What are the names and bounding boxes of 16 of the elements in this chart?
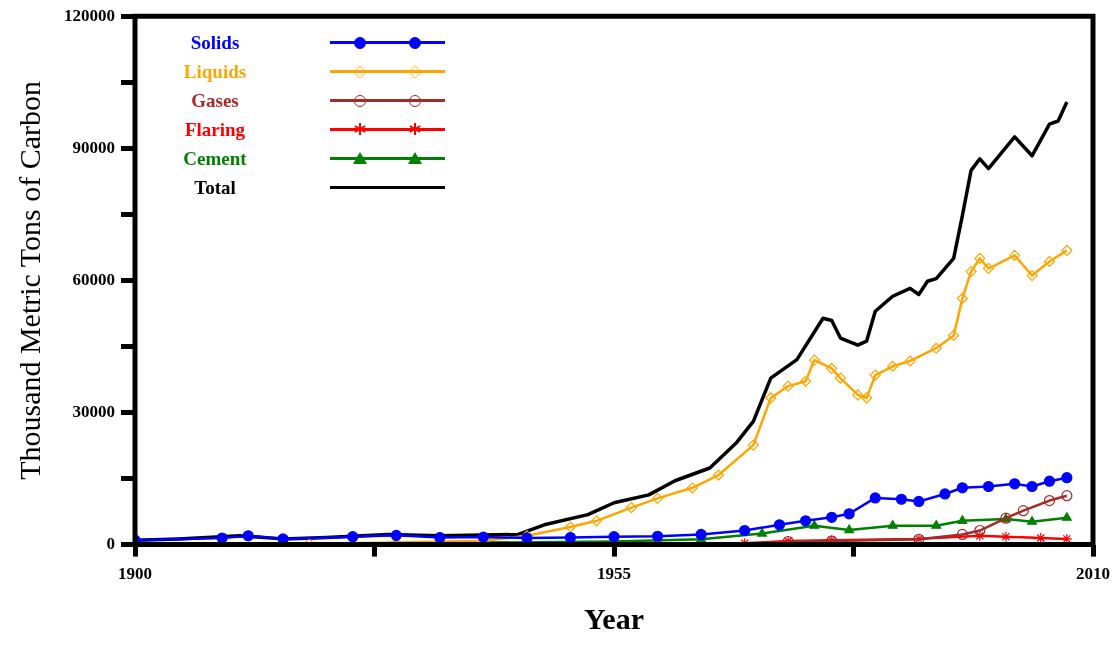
text: Cement: [182, 147, 248, 170]
text: Gases: [190, 89, 240, 112]
y-tick-label: 30000: [72, 401, 115, 421]
y-tick-label: 60000: [72, 269, 115, 289]
text: Total: [193, 176, 237, 199]
x-axis-title: Year: [584, 601, 644, 635]
y-tick-label: 90000: [72, 137, 115, 157]
text: Flaring: [183, 118, 247, 141]
y-tick-label: 0: [106, 533, 115, 553]
text: Solids: [189, 31, 241, 54]
x-tick-label: 1955: [597, 564, 631, 584]
x-tick-label: 2010: [1076, 564, 1110, 584]
y-tick-label: 120000: [64, 5, 115, 25]
x-tick-label: 1900: [118, 564, 152, 584]
y-axis-title: Thousand Metric Tons of Carbon: [12, 80, 46, 480]
text: Liquids: [182, 60, 248, 83]
